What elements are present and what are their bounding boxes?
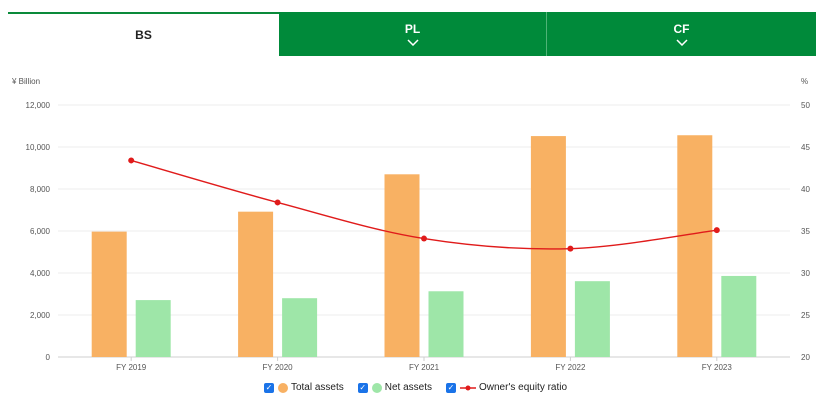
checkbox-checked-icon[interactable]: ✓ — [446, 382, 456, 393]
tab-cf-label: CF — [673, 22, 690, 36]
tab-pl-label: PL — [404, 22, 421, 36]
y-right-tick-label: 25 — [801, 311, 810, 320]
checkbox-checked-icon[interactable]: ✓ — [263, 382, 274, 393]
legend-item-total-assets[interactable]: ✓ Total assets — [263, 382, 344, 393]
x-tick-label: FY 2021 — [409, 363, 440, 372]
chevron-down-icon — [675, 39, 688, 46]
y-left-tick-label: 6,000 — [30, 227, 51, 236]
y-left-tick-label: 0 — [46, 353, 51, 362]
checkbox-checked-icon[interactable]: ✓ — [357, 382, 368, 393]
x-tick-label: FY 2023 — [702, 363, 733, 372]
line-marker-icon — [460, 385, 476, 390]
y-right-tick-label: 20 — [801, 353, 810, 362]
x-tick-label: FY 2022 — [555, 363, 586, 372]
circle-icon — [277, 382, 288, 393]
y-right-tick-label: 45 — [801, 143, 810, 152]
bar-net-assets — [282, 298, 318, 357]
x-tick-label: FY 2020 — [263, 363, 294, 372]
equity-ratio-point — [713, 227, 720, 234]
legend-item-equity-ratio[interactable]: ✓ Owner's equity ratio — [446, 382, 567, 393]
y-left-tick-label: 12,000 — [26, 101, 51, 110]
bar-net-assets — [721, 275, 757, 357]
equity-ratio-point — [128, 157, 135, 164]
legend-label-equity-ratio: Owner's equity ratio — [479, 382, 568, 393]
chart-legend: ✓ Total assets ✓ Net assets ✓ Owner's eq… — [0, 382, 831, 393]
bar-total-assets — [530, 136, 566, 357]
bar-net-assets — [428, 291, 464, 357]
legend-item-net-assets[interactable]: ✓ Net assets — [357, 382, 432, 393]
equity-ratio-point — [274, 199, 281, 206]
y-right-axis-label: % — [801, 77, 808, 86]
y-left-tick-label: 8,000 — [30, 185, 51, 194]
y-left-tick-label: 2,000 — [30, 311, 51, 320]
y-left-tick-label: 4,000 — [30, 269, 51, 278]
legend-label-total-assets: Total assets — [290, 382, 344, 393]
bar-total-assets — [91, 231, 127, 357]
tab-pl[interactable]: PL — [279, 12, 547, 56]
y-right-tick-label: 40 — [801, 185, 810, 194]
chevron-down-icon — [406, 39, 419, 46]
tab-bs-label: BS — [135, 28, 152, 42]
bar-net-assets — [135, 300, 171, 357]
bar-net-assets — [574, 281, 610, 357]
statement-tabs: BS PL CF — [8, 12, 816, 56]
y-right-tick-label: 35 — [801, 227, 810, 236]
circle-icon — [371, 382, 382, 393]
bar-total-assets — [384, 174, 420, 357]
x-tick-label: FY 2019 — [116, 363, 147, 372]
y-right-tick-label: 50 — [801, 101, 810, 110]
tab-bs[interactable]: BS — [8, 12, 279, 56]
bar-total-assets — [238, 211, 274, 357]
equity-ratio-point — [421, 235, 427, 242]
bar-total-assets — [677, 135, 713, 357]
y-left-tick-label: 10,000 — [26, 143, 51, 152]
y-left-axis-label: ¥ Billion — [11, 77, 40, 86]
equity-ratio-point — [567, 245, 574, 252]
tab-cf[interactable]: CF — [547, 12, 816, 56]
y-right-tick-label: 30 — [801, 269, 810, 278]
legend-label-net-assets: Net assets — [384, 382, 432, 393]
